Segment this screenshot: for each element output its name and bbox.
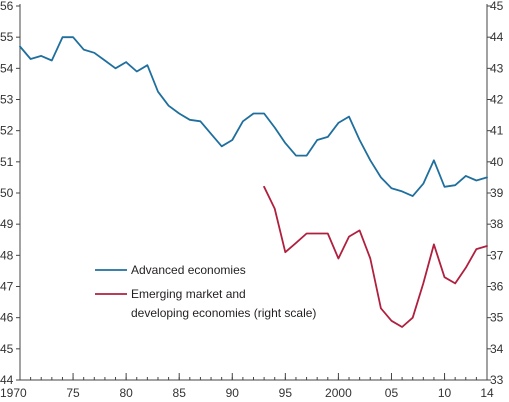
right-tick-label: 40 (490, 155, 504, 169)
x-axis-ticks: 1970 75 80 85 90 95 2000 05 10 14 (0, 373, 494, 400)
right-tick-label: 42 (490, 93, 504, 107)
x-tick-label: 80 (119, 386, 133, 400)
right-tick-label: 34 (490, 342, 504, 356)
x-tick-label: 90 (226, 386, 240, 400)
legend-label: Emerging market and (131, 287, 246, 301)
legend: Advanced economies Emerging market and dev… (95, 263, 316, 320)
x-tick-label: 75 (66, 386, 80, 400)
left-tick-label: 52 (0, 124, 14, 138)
left-tick-label: 46 (0, 311, 14, 325)
left-tick-label: 51 (0, 155, 14, 169)
left-tick-label: 47 (0, 280, 14, 294)
series-line-advanced-economies (19, 36, 488, 198)
legend-item-advanced-economies: Advanced economies (95, 263, 246, 277)
series-layer (19, 36, 488, 328)
x-tick-label: 85 (173, 386, 187, 400)
left-tick-label: 49 (0, 217, 14, 231)
x-tick-label: 95 (279, 386, 293, 400)
left-tick-label: 56 (0, 0, 14, 13)
left-tick-label: 53 (0, 93, 14, 107)
legend-label: Advanced economies (131, 263, 246, 277)
right-tick-label: 35 (490, 311, 504, 325)
series-line-emerging-market (263, 185, 488, 328)
left-tick-label: 55 (0, 30, 14, 44)
right-tick-label: 44 (490, 30, 504, 44)
x-tick-label: 10 (438, 386, 452, 400)
right-tick-label: 39 (490, 186, 504, 200)
x-tick-label: 2000 (325, 386, 352, 400)
left-tick-label: 48 (0, 248, 14, 262)
right-tick-label: 43 (490, 61, 504, 75)
left-tick-label: 45 (0, 342, 14, 356)
right-tick-label: 33 (490, 373, 504, 387)
left-tick-label: 44 (0, 373, 14, 387)
legend-label: developing economies (right scale) (131, 306, 316, 320)
right-tick-label: 38 (490, 217, 504, 231)
x-tick-label: 1970 (0, 386, 27, 400)
left-tick-label: 50 (0, 186, 14, 200)
x-tick-label: 14 (480, 386, 494, 400)
right-tick-label: 41 (490, 124, 504, 138)
legend-item-emerging-market: Emerging market and developing economies … (95, 287, 316, 320)
x-tick-label: 05 (385, 386, 399, 400)
right-axis-ticks: 33 34 35 36 37 38 39 40 41 42 43 44 45 (487, 0, 504, 387)
right-tick-label: 45 (490, 0, 504, 13)
right-tick-label: 36 (490, 280, 504, 294)
right-tick-label: 37 (490, 248, 504, 262)
left-axis-ticks: 44 45 46 47 48 49 50 51 52 53 54 55 56 (0, 0, 20, 387)
left-tick-label: 54 (0, 61, 14, 75)
